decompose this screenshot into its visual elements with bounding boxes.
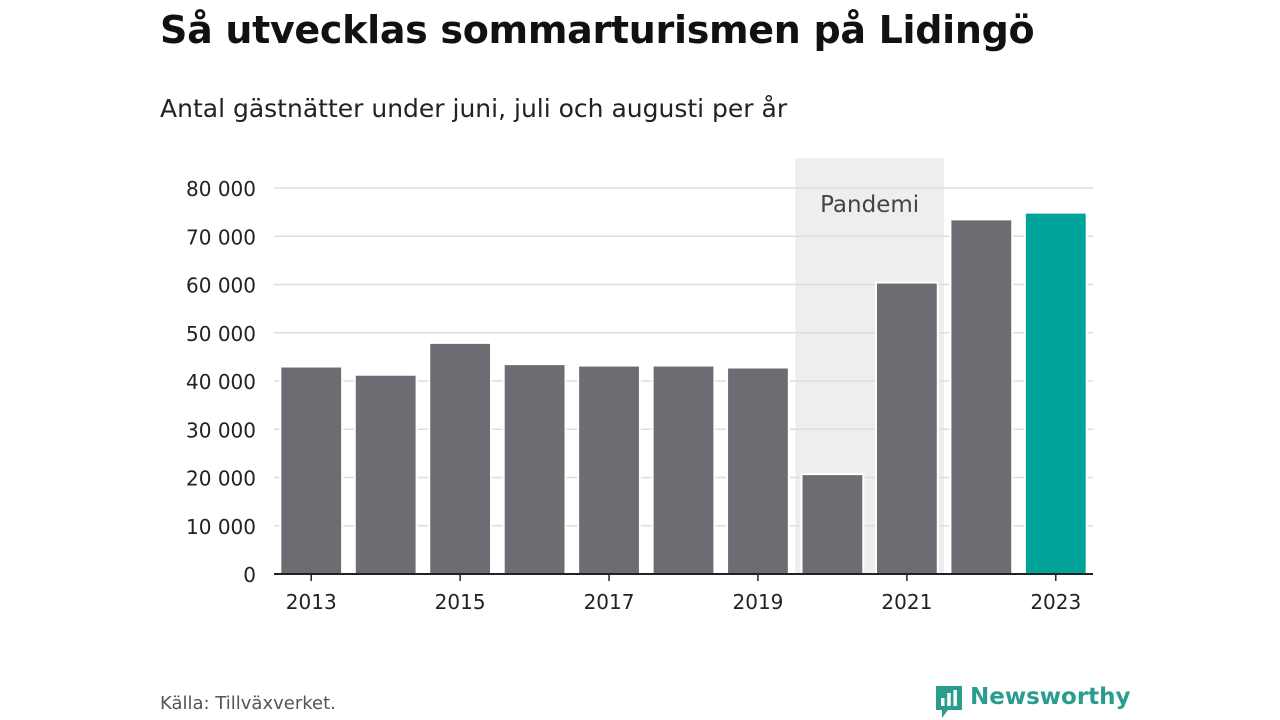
y-tick-label: 0 xyxy=(243,563,256,587)
bar-2017 xyxy=(577,364,641,575)
brand-logo[interactable]: Newsworthy xyxy=(934,684,1131,720)
newsworthy-logo-icon xyxy=(936,686,962,718)
bar-2016 xyxy=(502,363,567,575)
brand-name: Newsworthy xyxy=(970,684,1131,710)
y-tick-label: 20 000 xyxy=(186,467,256,491)
bar-2021 xyxy=(874,281,939,575)
axes xyxy=(274,573,1093,581)
bar-2018 xyxy=(651,364,716,575)
x-tick-label: 2019 xyxy=(733,590,784,614)
y-tick-label: 10 000 xyxy=(186,515,256,539)
bar-2013 xyxy=(279,365,344,575)
bar-2022 xyxy=(949,218,1014,576)
bars xyxy=(279,211,1088,576)
x-tick-label: 2021 xyxy=(881,590,932,614)
y-tick-label: 70 000 xyxy=(186,225,256,249)
bar-2023 xyxy=(1023,211,1088,575)
y-tick-label: 50 000 xyxy=(186,322,256,346)
bar-2020 xyxy=(800,473,865,575)
y-tick-label: 60 000 xyxy=(186,274,256,298)
labels: Pandemi 0 10 000 20 000 30 000 40 000 50 000 60… xyxy=(186,177,1081,614)
bar-2015 xyxy=(428,341,493,575)
source-note: Källa: Tillväxverket. xyxy=(160,693,336,714)
chart-title: Så utvecklas sommarturismen på Lidingö xyxy=(160,8,1035,52)
x-tick-label: 2023 xyxy=(1030,590,1081,614)
bar-2019 xyxy=(726,366,790,575)
x-tick-label: 2015 xyxy=(435,590,486,614)
x-tick-label: 2013 xyxy=(286,590,337,614)
x-tick-label: 2017 xyxy=(584,590,635,614)
bar-chart: Pandemi 0 10 000 20 000 30 000 40 000 50 000 60… xyxy=(186,158,1093,614)
y-tick-label: 80 000 xyxy=(186,177,256,201)
y-tick-label: 40 000 xyxy=(186,370,256,394)
chart-subtitle: Antal gästnätter under juni, juli och au… xyxy=(160,94,788,123)
y-tick-label: 30 000 xyxy=(186,418,256,442)
pandemic-label: Pandemi xyxy=(820,192,919,218)
bar-2014 xyxy=(353,373,418,576)
